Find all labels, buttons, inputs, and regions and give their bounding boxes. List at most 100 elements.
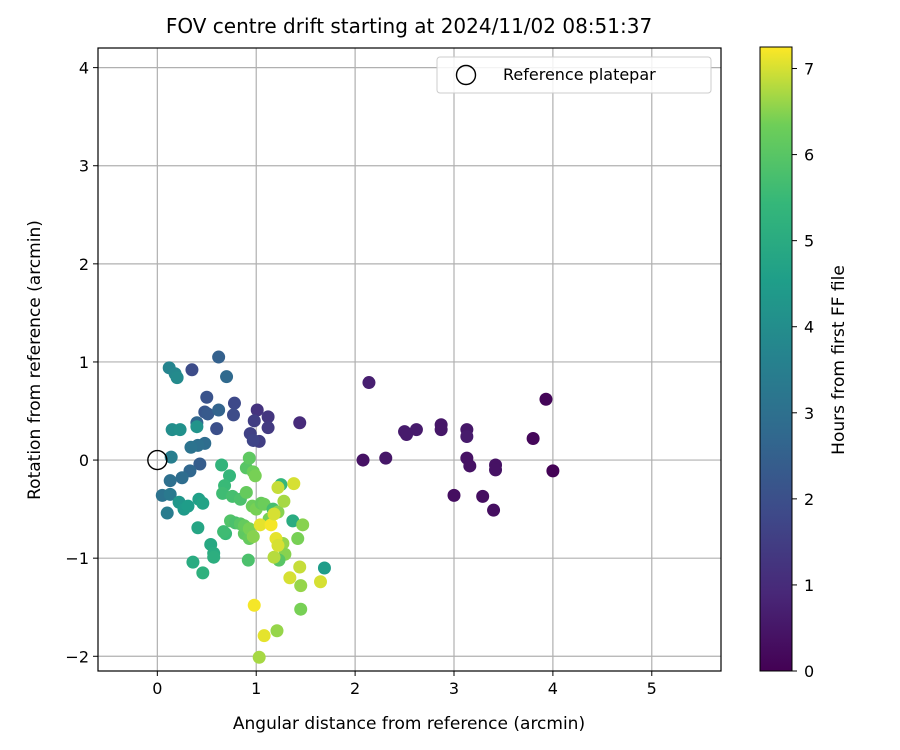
data-point: [191, 521, 205, 535]
colorbar-tick-label: 6: [804, 146, 814, 165]
data-point: [246, 433, 260, 447]
data-point: [489, 463, 503, 477]
y-tick-label: −2: [65, 647, 89, 666]
data-point: [164, 450, 178, 464]
data-point: [293, 416, 307, 430]
data-point: [181, 499, 195, 513]
colorbar-tick-label: 4: [804, 318, 814, 337]
x-axis-ticks: 0 1 2 3 4 5: [152, 671, 657, 698]
y-axis-ticks: −2 −1 0 1 2 3 4: [65, 59, 98, 666]
colorbar-tick-label: 1: [804, 576, 814, 595]
data-points: [155, 350, 560, 664]
y-tick-label: 3: [79, 157, 89, 176]
data-point: [220, 370, 234, 384]
colorbar-tick-label: 3: [804, 404, 814, 423]
data-point: [409, 423, 423, 437]
data-point: [447, 488, 461, 502]
data-point: [546, 464, 560, 478]
x-tick-label: 1: [251, 679, 261, 698]
data-point: [379, 451, 393, 465]
data-point: [476, 489, 490, 503]
data-point: [362, 376, 376, 390]
x-tick-label: 2: [350, 679, 360, 698]
data-point: [296, 518, 310, 532]
legend: Reference platepar: [436, 56, 712, 94]
data-point: [212, 350, 226, 364]
colorbar-tick-label: 0: [804, 662, 814, 681]
colorbar-label: Hours from first FF file: [829, 265, 849, 455]
data-point: [241, 553, 255, 567]
colorbar-tick-label: 2: [804, 490, 814, 509]
data-point: [170, 371, 184, 385]
data-point: [215, 458, 229, 472]
data-point: [267, 550, 281, 564]
data-point: [186, 555, 200, 569]
data-point: [252, 650, 266, 664]
chart-title: FOV centre drift starting at 2024/11/02 …: [166, 14, 652, 38]
data-point: [286, 514, 300, 528]
data-point: [185, 363, 199, 377]
data-point: [400, 428, 414, 442]
data-point: [271, 538, 285, 552]
data-point: [293, 560, 307, 574]
data-point: [207, 550, 221, 564]
data-point: [261, 421, 275, 435]
y-tick-label: 2: [79, 255, 89, 274]
data-point: [163, 487, 177, 501]
data-point: [223, 469, 237, 483]
data-point: [271, 481, 285, 495]
y-tick-label: 1: [79, 353, 89, 372]
data-point: [196, 496, 210, 510]
data-point: [287, 477, 301, 491]
data-point: [227, 396, 241, 410]
x-tick-label: 5: [647, 679, 657, 698]
colorbar-ticks: 0 1 2 3 4 5 6 7: [792, 60, 814, 681]
y-tick-label: −1: [65, 549, 89, 568]
colorbar-tick-label: 5: [804, 232, 814, 251]
data-point: [196, 566, 210, 580]
x-axis-label: Angular distance from reference (arcmin): [233, 714, 585, 734]
data-point: [212, 403, 226, 417]
data-point: [277, 494, 291, 508]
data-point: [190, 420, 204, 434]
data-point: [257, 629, 271, 643]
y-tick-label: 0: [79, 451, 89, 470]
data-point: [526, 431, 540, 445]
x-tick-label: 3: [449, 679, 459, 698]
data-point: [247, 598, 261, 612]
data-point: [184, 440, 198, 454]
data-point: [294, 602, 308, 616]
colorbar: [759, 46, 793, 672]
data-point: [226, 408, 240, 422]
data-point: [246, 530, 260, 544]
legend-circle-icon: [455, 64, 477, 86]
data-point: [160, 506, 174, 520]
data-point: [200, 390, 214, 404]
data-point: [294, 579, 308, 593]
data-point: [317, 561, 331, 575]
data-point: [217, 525, 231, 539]
data-point: [356, 453, 370, 467]
data-point: [216, 486, 230, 500]
data-point: [175, 471, 189, 485]
data-point: [460, 430, 474, 444]
data-point: [270, 624, 284, 638]
legend-entry-reference: Reference platepar: [503, 65, 656, 84]
x-tick-label: 4: [548, 679, 558, 698]
data-point: [201, 407, 215, 421]
data-point: [250, 403, 264, 417]
data-point: [283, 571, 297, 585]
data-point: [163, 474, 177, 488]
data-point: [539, 392, 553, 406]
y-axis-label: Rotation from reference (arcmin): [25, 220, 45, 500]
data-point: [173, 423, 187, 437]
y-tick-label: 4: [79, 59, 89, 78]
colorbar-tick-label: 7: [804, 60, 814, 79]
x-tick-label: 0: [152, 679, 162, 698]
legend-box: [436, 56, 712, 94]
data-point: [248, 469, 262, 483]
data-point: [463, 459, 477, 473]
data-point: [242, 451, 256, 465]
